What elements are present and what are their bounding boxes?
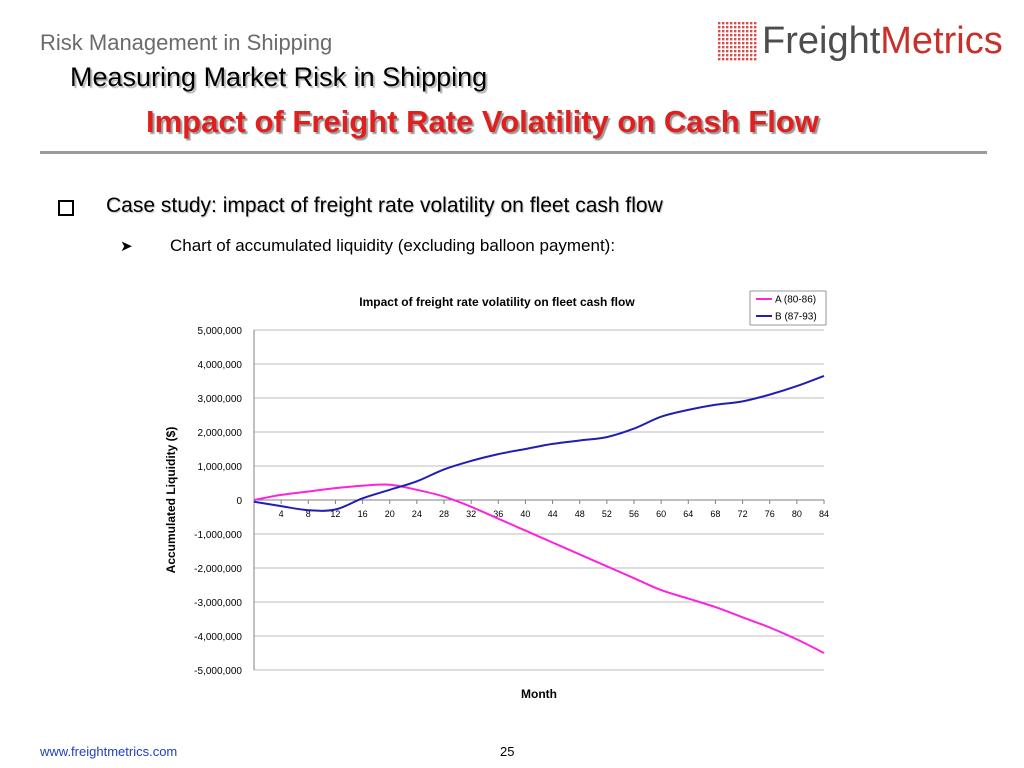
y-tick-label: 5,000,000 [198,326,243,337]
x-axis-label: Month [521,687,557,701]
series-line-b [253,374,825,512]
legend-label: B (87-93) [775,312,817,323]
chart-series-lines [253,374,825,654]
x-tick-label: 40 [520,509,530,519]
x-tick-label: 20 [385,509,395,519]
x-tick-label: 8 [306,509,311,519]
x-axis-ticks: 4 8 12 16 20 24 28 32 36 40 44 48 52 56 60 64 68 72 76 80 84 [279,500,829,519]
header-divider [40,151,987,154]
y-tick-label: 2,000,000 [198,428,243,439]
x-tick-label: 12 [330,509,340,519]
y-tick-label: -1,000,000 [194,530,242,541]
logo-wordmark: FreightMetrics [762,20,1003,63]
y-tick-label: 3,000,000 [198,394,243,405]
x-tick-label: 72 [738,509,748,519]
bullet-case-study: Case study: impact of freight rate volat… [106,194,663,217]
x-tick-label: 44 [548,509,558,519]
x-tick-label: 28 [439,509,449,519]
x-tick-label: 76 [765,509,775,519]
y-tick-label: 0 [236,496,242,507]
chart-title: Impact of freight rate volatility on fle… [359,295,635,309]
logo-word-freight: Freight [762,20,881,62]
x-tick-label: 48 [575,509,585,519]
legend-box [749,290,827,326]
y-tick-label: 4,000,000 [198,360,243,371]
x-tick-label: 24 [412,509,422,519]
y-axis-ticks: 5,000,000 4,000,000 3,000,000 2,000,000 1,00… [194,326,242,677]
y-tick-label: 1,000,000 [198,462,243,473]
slide-heading-red: Impact of Freight Rate Volatility on Cas… [146,104,819,139]
x-tick-label: 64 [683,509,693,519]
logo-grid-icon [718,22,757,61]
arrow-bullet-icon: ➤ [120,238,133,255]
logo-word-metrics: Metrics [880,20,1003,62]
y-axis-label: Accumulated Liquidity ($) [164,427,178,574]
x-tick-label: 4 [279,509,284,519]
chart-legend: A (80-86) B (87-93) [749,290,827,326]
x-tick-label: 84 [819,509,829,519]
x-tick-label: 36 [493,509,503,519]
y-tick-label: -2,000,000 [194,564,242,575]
liquidity-line-chart: Impact of freight rate volatility on fle… [164,290,829,701]
series-line-a [253,483,825,654]
x-tick-label: 52 [602,509,612,519]
y-tick-label: -3,000,000 [194,598,242,609]
page-number: 25 [500,744,515,759]
footer-website-link[interactable]: www.freightmetrics.com [40,744,178,759]
x-tick-label: 80 [792,509,802,519]
chart-gridlines [253,329,824,671]
x-tick-label: 32 [466,509,476,519]
x-tick-label: 60 [656,509,666,519]
x-tick-label: 16 [358,509,368,519]
bullet-chart-description: Chart of accumulated liquidity (excludin… [170,236,616,255]
slide-title: Measuring Market Risk in Shipping [70,62,488,92]
slide-subtitle: Risk Management in Shipping [40,30,333,55]
y-tick-label: -5,000,000 [194,666,242,677]
freightmetrics-logo [718,22,757,61]
y-tick-label: -4,000,000 [194,632,242,643]
x-tick-label: 56 [629,509,639,519]
x-tick-label: 68 [710,509,720,519]
legend-label: A (80-86) [775,295,816,306]
checkbox-bullet-icon [58,200,74,216]
